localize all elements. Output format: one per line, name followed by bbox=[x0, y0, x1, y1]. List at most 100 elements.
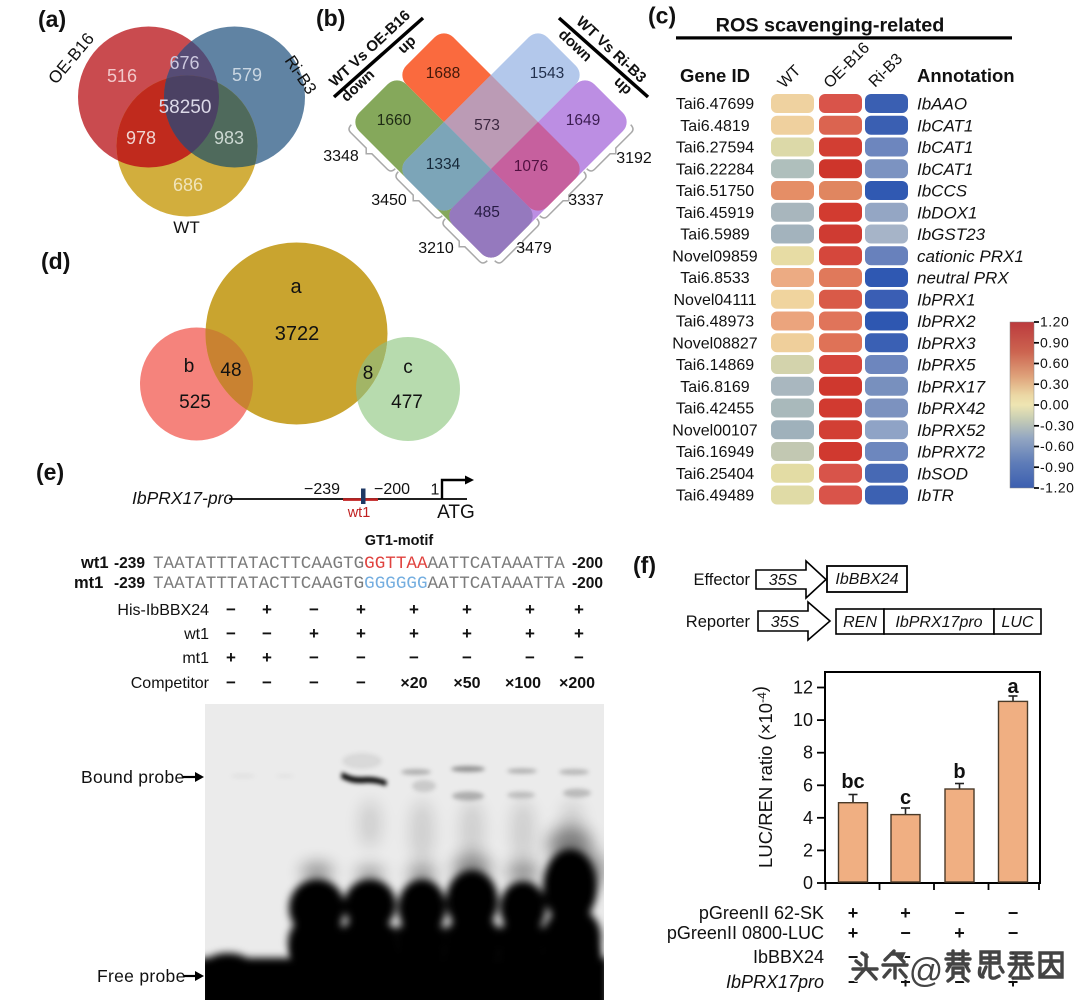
svg-text:Tai6.49489: Tai6.49489 bbox=[676, 488, 754, 505]
svg-text:−: − bbox=[262, 673, 272, 692]
svg-text:LUC: LUC bbox=[1001, 614, 1033, 631]
svg-text:4: 4 bbox=[803, 808, 813, 828]
svg-text:+: + bbox=[262, 648, 272, 667]
svg-text:pGreenII 62-SK: pGreenII 62-SK bbox=[699, 903, 824, 923]
svg-text:−: − bbox=[900, 923, 911, 943]
svg-text:-0.60: -0.60 bbox=[1040, 438, 1074, 454]
svg-text:LUC/REN ratio (×10-4): LUC/REN ratio (×10-4) bbox=[749, 686, 776, 868]
svg-text:3192: 3192 bbox=[616, 150, 652, 167]
svg-text:1543: 1543 bbox=[530, 65, 564, 82]
svg-text:GT1-motif: GT1-motif bbox=[365, 533, 434, 549]
svg-text:−: − bbox=[462, 648, 472, 667]
svg-text:58250: 58250 bbox=[159, 97, 212, 118]
svg-text:mt1: mt1 bbox=[74, 574, 103, 592]
svg-text:8: 8 bbox=[803, 743, 813, 763]
svg-text:IbPRX1: IbPRX1 bbox=[917, 290, 976, 309]
svg-text:−: − bbox=[525, 648, 535, 667]
svg-text:686: 686 bbox=[173, 175, 203, 195]
svg-text:pGreenII 0800-LUC: pGreenII 0800-LUC bbox=[667, 923, 824, 943]
svg-text:−: − bbox=[226, 600, 236, 619]
svg-text:+: + bbox=[525, 624, 535, 643]
svg-text:Tai6.22284: Tai6.22284 bbox=[676, 161, 754, 178]
svg-text:-1.20: -1.20 bbox=[1040, 480, 1074, 496]
svg-text:IbBBX24: IbBBX24 bbox=[753, 947, 824, 967]
svg-text:−: − bbox=[356, 648, 366, 667]
svg-text:IbPRX2: IbPRX2 bbox=[917, 312, 976, 331]
svg-text:1.20: 1.20 bbox=[1040, 314, 1069, 330]
svg-text:Tai6.45919: Tai6.45919 bbox=[676, 205, 754, 222]
svg-text:Effector: Effector bbox=[693, 571, 750, 589]
svg-text:48: 48 bbox=[220, 360, 241, 381]
svg-text:+: + bbox=[848, 903, 859, 923]
svg-text:1649: 1649 bbox=[566, 112, 600, 129]
svg-text:IbPRX42: IbPRX42 bbox=[917, 399, 986, 418]
svg-text:+: + bbox=[356, 600, 366, 619]
svg-text:−: − bbox=[1008, 923, 1019, 943]
svg-text:2: 2 bbox=[803, 840, 813, 860]
svg-text:0.90: 0.90 bbox=[1040, 334, 1069, 350]
svg-text:-0.30: -0.30 bbox=[1040, 417, 1074, 433]
svg-text:−: − bbox=[574, 648, 584, 667]
svg-text:3348: 3348 bbox=[323, 148, 359, 165]
svg-text:IbTR: IbTR bbox=[917, 486, 954, 505]
svg-text:WT: WT bbox=[173, 218, 199, 237]
svg-text:+: + bbox=[462, 600, 472, 619]
svg-text:−: − bbox=[309, 648, 319, 667]
svg-text:Tai6.16949: Tai6.16949 bbox=[676, 444, 754, 461]
svg-text:×20: ×20 bbox=[400, 675, 427, 692]
svg-text:579: 579 bbox=[232, 65, 262, 85]
svg-text:b: b bbox=[953, 761, 965, 783]
svg-text:Novel04111: Novel04111 bbox=[673, 292, 756, 309]
svg-text:-239: -239 bbox=[114, 575, 145, 592]
svg-text:IbCAT1: IbCAT1 bbox=[917, 160, 973, 179]
svg-text:−: − bbox=[1008, 903, 1019, 923]
svg-text:−: − bbox=[848, 947, 859, 967]
svg-text:(d): (d) bbox=[41, 248, 70, 274]
svg-text:(f): (f) bbox=[633, 552, 656, 578]
svg-text:Competitor: Competitor bbox=[131, 675, 210, 692]
svg-text:OE-B16: OE-B16 bbox=[821, 39, 873, 91]
svg-text:12: 12 bbox=[793, 678, 813, 698]
svg-text:Tai6.51750: Tai6.51750 bbox=[676, 183, 754, 200]
svg-text:6: 6 bbox=[803, 775, 813, 795]
svg-text:35S: 35S bbox=[769, 572, 798, 589]
svg-text:Tai6.5989: Tai6.5989 bbox=[680, 227, 749, 244]
svg-text:b: b bbox=[184, 356, 195, 377]
svg-text:a: a bbox=[290, 276, 302, 298]
svg-text:@: @ bbox=[909, 952, 944, 990]
svg-text:Novel08827: Novel08827 bbox=[672, 335, 758, 352]
svg-text:IbBBX24: IbBBX24 bbox=[835, 571, 898, 588]
svg-text:+: + bbox=[409, 600, 419, 619]
svg-text:wt1: wt1 bbox=[80, 554, 109, 572]
svg-text:IbPRX17-pro: IbPRX17-pro bbox=[132, 488, 233, 508]
svg-text:Reporter: Reporter bbox=[686, 613, 751, 631]
svg-text:−: − bbox=[309, 673, 319, 692]
svg-text:10: 10 bbox=[793, 710, 813, 730]
svg-text:+: + bbox=[462, 624, 472, 643]
svg-text:mt1: mt1 bbox=[182, 650, 209, 667]
svg-text:IbPRX72: IbPRX72 bbox=[917, 443, 986, 462]
svg-text:0.30: 0.30 bbox=[1040, 376, 1069, 392]
svg-text:1076: 1076 bbox=[514, 158, 548, 175]
svg-text:676: 676 bbox=[169, 53, 199, 73]
svg-text:0: 0 bbox=[803, 873, 813, 893]
svg-text:+: + bbox=[409, 624, 419, 643]
svg-text:35S: 35S bbox=[771, 614, 800, 631]
svg-text:c: c bbox=[900, 787, 911, 809]
svg-text:516: 516 bbox=[107, 66, 137, 86]
svg-text:Tai6.8169: Tai6.8169 bbox=[680, 379, 749, 396]
svg-text:Bound probe: Bound probe bbox=[81, 767, 185, 787]
svg-text:3337: 3337 bbox=[568, 192, 604, 209]
svg-text:1660: 1660 bbox=[377, 112, 412, 129]
svg-text:ROS scavenging-related: ROS scavenging-related bbox=[716, 15, 945, 37]
svg-text:Tai6.27594: Tai6.27594 bbox=[676, 140, 754, 157]
svg-text:-200: -200 bbox=[572, 575, 603, 592]
svg-text:×100: ×100 bbox=[505, 675, 541, 692]
svg-text:+: + bbox=[900, 903, 911, 923]
svg-text:@: @ bbox=[909, 952, 944, 990]
svg-text:Tai6.48973: Tai6.48973 bbox=[676, 314, 754, 331]
svg-text:978: 978 bbox=[126, 128, 156, 148]
svg-text:+: + bbox=[309, 624, 319, 643]
svg-text:3450: 3450 bbox=[371, 192, 407, 209]
svg-text:wt1: wt1 bbox=[183, 626, 209, 643]
